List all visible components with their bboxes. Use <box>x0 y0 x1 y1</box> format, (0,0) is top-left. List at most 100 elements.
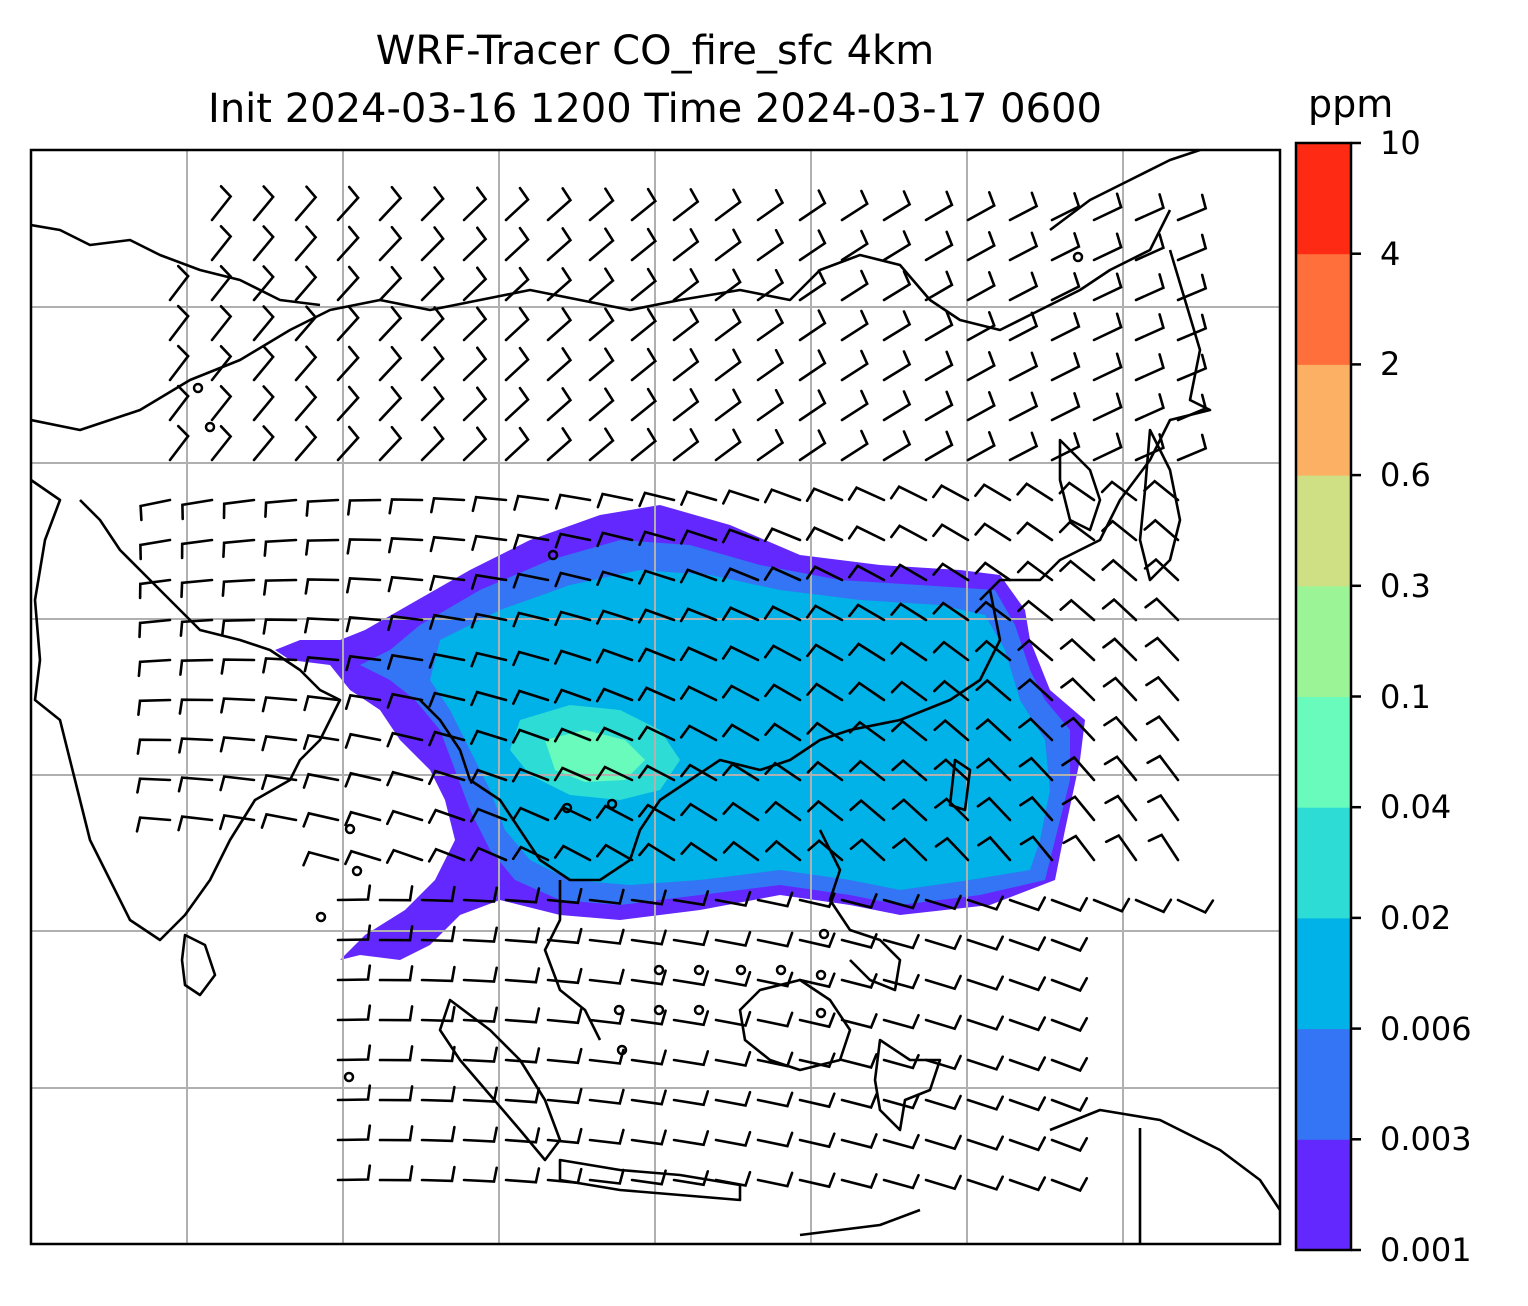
wind-barb <box>1134 433 1165 462</box>
wind-barb <box>588 267 615 302</box>
wind-barb <box>177 815 214 832</box>
wind-barb <box>504 386 530 422</box>
wind-barb <box>679 724 718 742</box>
wind-barb <box>1143 479 1180 502</box>
wind-barb <box>294 385 318 422</box>
calm-wind-marker <box>1072 251 1084 263</box>
wind-barb <box>714 1170 752 1187</box>
wind-barb <box>756 388 785 422</box>
wind-barb <box>1104 833 1138 862</box>
wind-barb <box>588 888 625 905</box>
wind-barb <box>966 1055 1004 1071</box>
wind-barb <box>798 1172 836 1189</box>
wind-barb <box>840 1093 878 1109</box>
wind-barb <box>294 265 318 302</box>
wind-barb <box>932 601 970 622</box>
wind-barb <box>1100 480 1138 502</box>
wind-barb <box>378 185 403 222</box>
wind-barb <box>222 498 256 520</box>
wind-barb <box>294 425 318 462</box>
wind-barb <box>462 1086 498 1103</box>
wind-barb <box>511 689 550 705</box>
wind-barb <box>1008 936 1047 952</box>
wind-barb <box>336 1164 372 1182</box>
wind-barb <box>1018 756 1054 782</box>
wind-barb <box>714 388 742 422</box>
wind-barb <box>1059 637 1096 662</box>
wind-barb <box>721 528 760 544</box>
wind-barb <box>890 524 928 542</box>
colorbar-unit: ppm <box>1308 82 1394 126</box>
wind-barb <box>178 737 214 754</box>
wind-barb <box>1176 898 1215 915</box>
wind-barb <box>210 385 233 422</box>
wind-barb <box>1008 976 1047 992</box>
wind-barb <box>546 267 573 302</box>
wind-barb <box>840 893 878 909</box>
colorbar-band <box>1296 917 1351 1030</box>
wind-barb <box>294 225 318 262</box>
wind-barb <box>721 645 760 662</box>
wind-barb <box>924 1014 962 1031</box>
wind-barb <box>504 1127 541 1144</box>
wind-barb <box>1092 272 1123 302</box>
wind-barb <box>721 684 760 702</box>
wind-barb <box>378 225 403 262</box>
wind-barb <box>336 425 360 462</box>
wind-barb <box>1008 311 1039 342</box>
colorbar-band <box>1296 585 1351 697</box>
wind-barb <box>840 933 878 949</box>
wind-barb <box>588 1168 625 1185</box>
wind-barb <box>139 538 172 561</box>
wind-barb <box>546 927 583 945</box>
wind-barb <box>336 964 372 982</box>
wind-barb <box>1050 392 1081 422</box>
wind-barb <box>420 885 456 903</box>
wind-barb <box>1104 794 1138 822</box>
calm-wind-marker <box>815 969 827 981</box>
wind-barb <box>168 384 190 422</box>
wind-barb <box>764 722 802 742</box>
wind-barb <box>345 616 382 633</box>
wind-barb <box>471 534 508 551</box>
wind-barb <box>672 268 700 302</box>
wind-barb <box>1008 1096 1047 1112</box>
wind-barb <box>756 268 785 302</box>
wind-barb <box>1019 795 1054 822</box>
wind-barb <box>924 1174 962 1191</box>
wind-barb <box>1176 353 1208 382</box>
colorbar-tick-label: 0.6 <box>1380 456 1431 495</box>
wind-barb <box>1050 1177 1089 1193</box>
wind-barb <box>554 493 592 510</box>
wind-barb <box>848 564 886 582</box>
wind-barb <box>924 1094 962 1111</box>
wind-barb <box>672 890 710 907</box>
wind-barb <box>890 563 928 582</box>
wind-barb <box>638 530 676 546</box>
wind-barb <box>420 1085 456 1103</box>
wind-barb <box>294 345 318 382</box>
wind-barb <box>966 391 996 422</box>
wind-barb <box>428 691 466 708</box>
wind-barb <box>554 649 592 665</box>
wind-barb <box>136 777 172 794</box>
wind-barb <box>849 798 886 822</box>
wind-barb <box>420 925 456 943</box>
wind-barb <box>924 350 954 382</box>
wind-barb <box>546 1007 583 1025</box>
wind-barb <box>637 647 676 663</box>
wind-barb <box>504 927 541 944</box>
wind-barb <box>554 571 592 588</box>
wind-barb <box>756 228 785 262</box>
colorbar-band <box>1296 475 1351 587</box>
wind-barb <box>882 1053 920 1070</box>
wind-barb <box>177 776 214 793</box>
wind-barb <box>1101 519 1138 542</box>
wind-barb <box>263 578 298 596</box>
calm-wind-marker <box>815 1007 827 1019</box>
wind-barb <box>1060 677 1096 702</box>
wind-barb <box>756 1051 794 1068</box>
wind-barb <box>1147 833 1180 862</box>
wind-barb <box>840 1053 878 1069</box>
wind-barb <box>462 226 488 262</box>
